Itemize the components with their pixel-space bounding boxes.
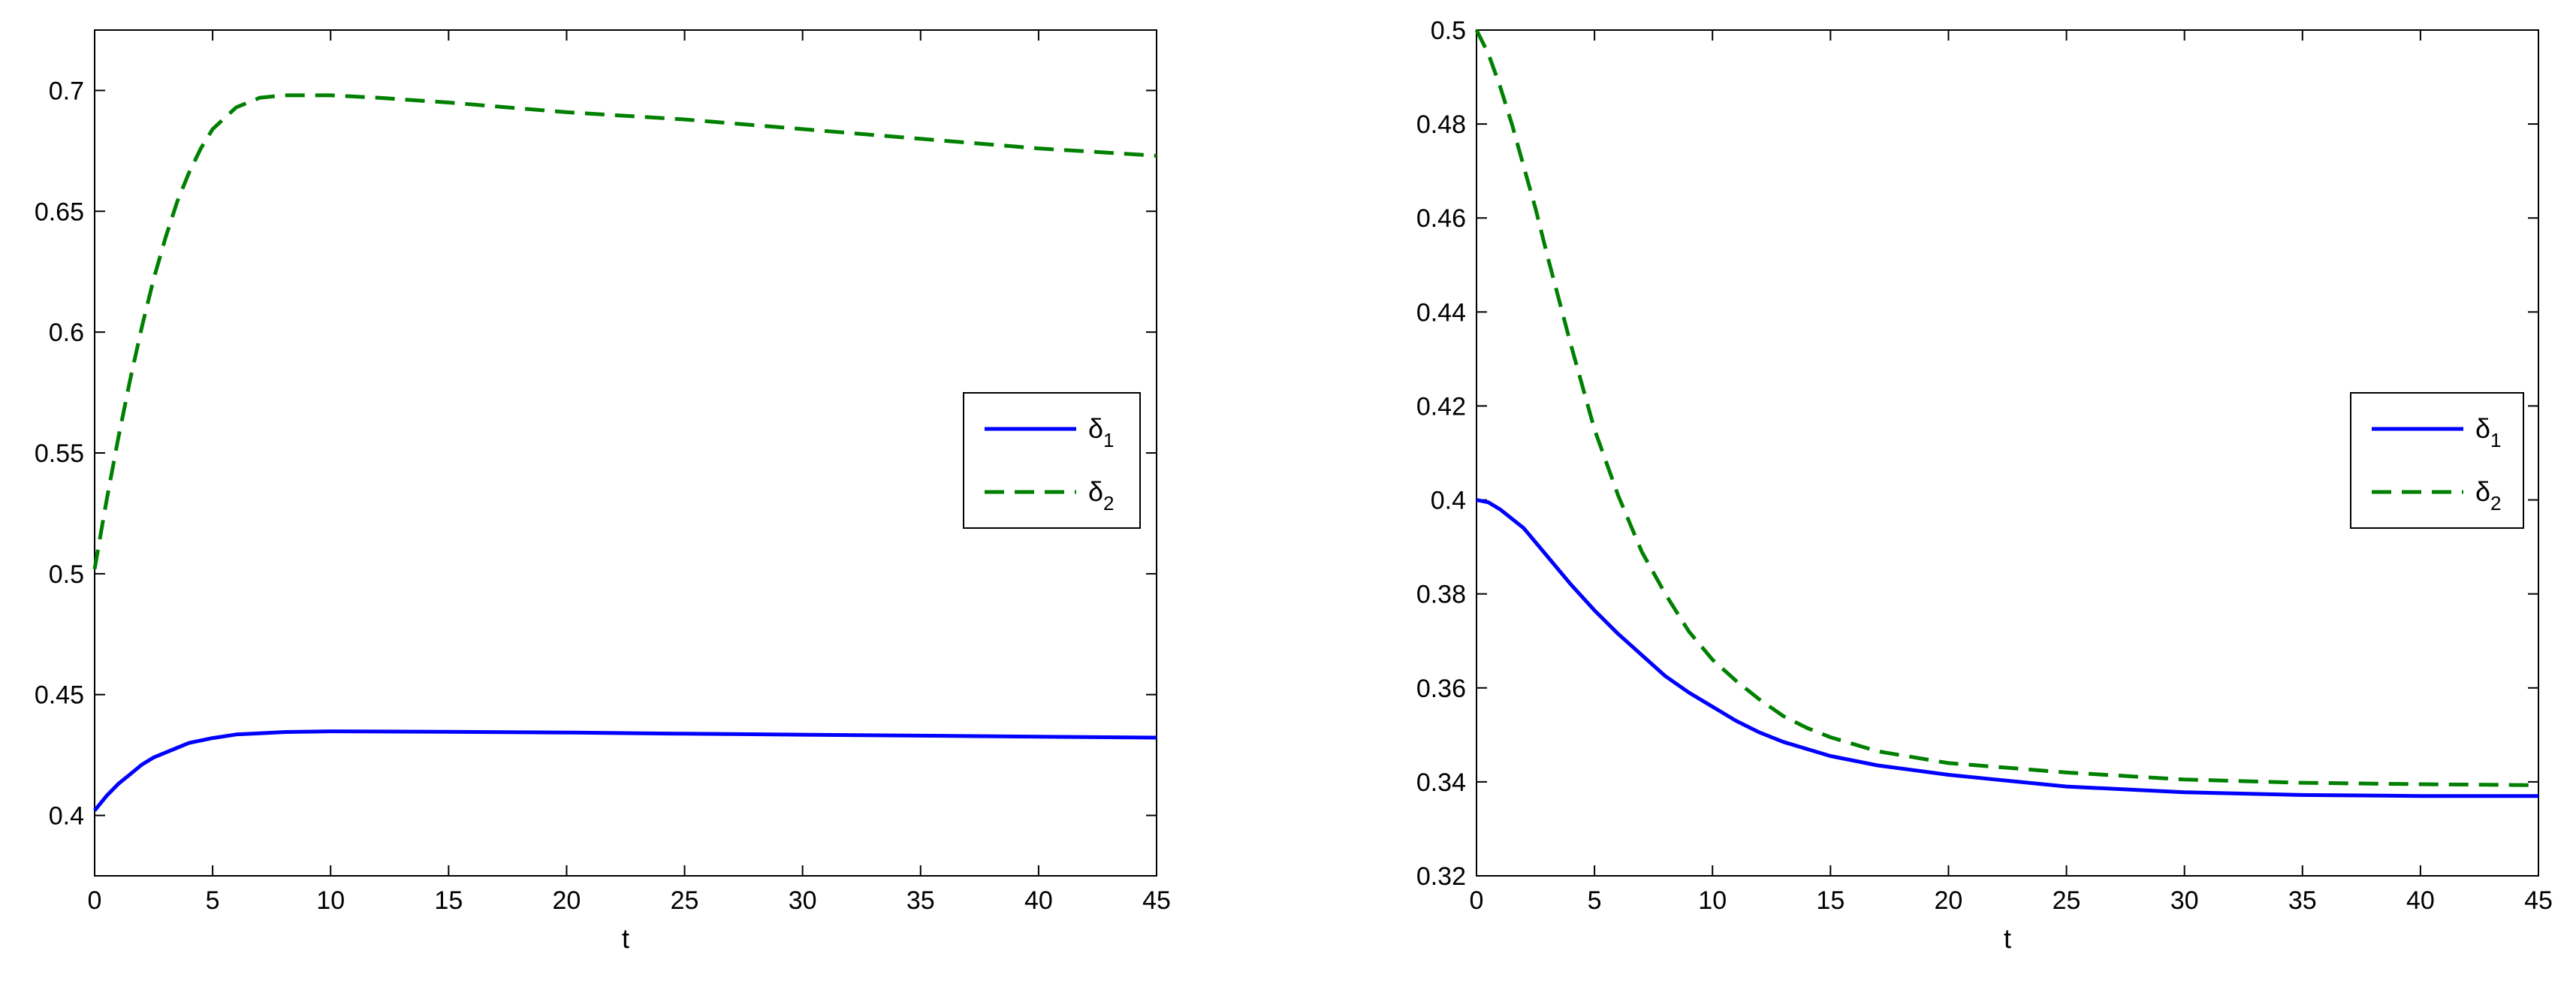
x-tick-label: 30 (789, 886, 817, 915)
legend-label-subscript: 2 (2490, 492, 2501, 515)
legend-label-2: δ2 (1088, 476, 1115, 515)
x-tick-label: 20 (1935, 886, 1963, 915)
x-tick-label: 35 (906, 886, 935, 915)
legend-label-1: δ1 (2475, 413, 2502, 451)
x-tick-label: 45 (1142, 886, 1171, 915)
x-tick-label: 20 (553, 886, 581, 915)
plot-area-frame (1476, 29, 2539, 877)
y-tick-label: 0.4 (1431, 487, 1466, 515)
x-tick-label: 10 (316, 886, 345, 915)
right-chart: 0 5 10 15 20 25 30 35 40 45 0.32 0.34 0.36 0.38 0.4 0.4… (1416, 17, 2553, 954)
legend-label-2: δ2 (2475, 476, 2502, 515)
left-chart: 0 5 10 15 20 25 30 35 40 45 0.4 0.45 0.5 0.55 0.6 0.65 0… (35, 29, 1171, 954)
y-tick-label: 0.44 (1416, 298, 1466, 327)
y-tick-label: 0.48 (1416, 110, 1466, 139)
y-tick-label: 0.42 (1416, 392, 1466, 421)
legend-label-1: δ1 (1088, 413, 1115, 451)
y-tick-label: 0.38 (1416, 581, 1466, 609)
x-tick-label: 40 (1024, 886, 1053, 915)
x-tick-label: 5 (1588, 886, 1602, 915)
series-line-2 (1474, 29, 2539, 787)
legend-label-subscript: 1 (2490, 429, 2501, 451)
x-tick-label: 5 (206, 886, 220, 915)
x-tick-label: 25 (671, 886, 699, 915)
x-tick-label: 10 (1698, 886, 1727, 915)
x-tick-label: 15 (434, 886, 463, 915)
y-tick-label: 0.36 (1416, 675, 1466, 703)
legend-label-base: δ (2475, 476, 2490, 507)
x-tick-label: 0 (1470, 886, 1484, 915)
x-tick-label: 25 (2053, 886, 2081, 915)
y-tick-label: 0.45 (35, 681, 84, 710)
legend-label-base: δ (1088, 413, 1103, 444)
x-tick-label: 35 (2288, 886, 2317, 915)
legend-label-subscript: 1 (1103, 429, 1114, 451)
y-tick-label: 0.5 (49, 560, 84, 589)
series-line-1 (1476, 498, 2538, 798)
x-tick-label: 30 (2170, 886, 2199, 915)
x-axis-label: t (2004, 923, 2011, 954)
y-tick-label: 0.34 (1416, 768, 1466, 797)
y-tick-label: 0.65 (35, 198, 84, 226)
y-tick-label: 0.6 (49, 318, 84, 347)
legend-label-base: δ (2475, 413, 2490, 444)
legend-label-subscript: 2 (1103, 492, 1114, 515)
legend-label-base: δ (1088, 476, 1103, 507)
y-tick-label: 0.55 (35, 439, 84, 468)
y-tick-label: 0.46 (1416, 204, 1466, 233)
x-tick-label: 15 (1816, 886, 1845, 915)
y-tick-label: 0.32 (1416, 862, 1466, 891)
x-tick-label: 45 (2524, 886, 2553, 915)
legend-box (2350, 392, 2524, 529)
y-tick-label: 0.5 (1431, 17, 1466, 45)
y-tick-label: 0.7 (49, 77, 84, 105)
x-tick-label: 0 (88, 886, 102, 915)
legend-box (963, 392, 1141, 529)
x-tick-label: 40 (2406, 886, 2435, 915)
y-tick-label: 0.4 (49, 802, 84, 831)
series-line-1 (93, 729, 1157, 812)
x-axis-label: t (622, 923, 629, 954)
